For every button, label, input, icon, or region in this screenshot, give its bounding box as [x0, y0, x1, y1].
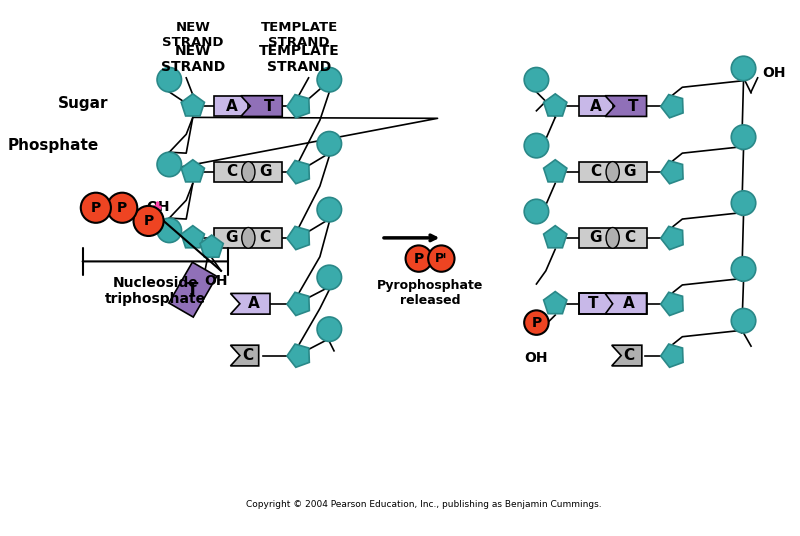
Text: P: P: [117, 201, 127, 215]
Text: A: A: [622, 296, 634, 311]
Text: P: P: [90, 201, 101, 215]
FancyBboxPatch shape: [214, 162, 282, 182]
Circle shape: [406, 245, 432, 272]
Text: Copyright © 2004 Pearson Education, Inc., publishing as Benjamin Cummings.: Copyright © 2004 Pearson Education, Inc.…: [246, 500, 602, 509]
Text: P: P: [143, 214, 154, 228]
Text: A: A: [248, 296, 260, 311]
Text: OH: OH: [525, 351, 548, 365]
Circle shape: [731, 125, 756, 150]
Polygon shape: [605, 96, 646, 116]
Polygon shape: [230, 293, 270, 314]
Text: Pyrophosphate
released: Pyrophosphate released: [377, 279, 483, 307]
Circle shape: [157, 152, 182, 177]
Polygon shape: [661, 292, 683, 316]
Text: A: A: [226, 99, 238, 114]
Polygon shape: [544, 160, 567, 182]
Polygon shape: [287, 160, 310, 184]
Circle shape: [317, 131, 342, 156]
Text: G: G: [623, 165, 636, 180]
Text: Pᴵ: Pᴵ: [435, 252, 447, 265]
Polygon shape: [661, 160, 683, 184]
Text: NEW
STRAND: NEW STRAND: [162, 21, 223, 49]
Polygon shape: [181, 160, 205, 182]
Polygon shape: [661, 344, 683, 367]
Text: OH: OH: [146, 200, 170, 214]
Text: P: P: [414, 251, 424, 265]
Text: Sugar: Sugar: [58, 96, 108, 111]
Text: Nucleoside
triphosphate: Nucleoside triphosphate: [105, 276, 206, 306]
Text: C: C: [590, 165, 602, 180]
Polygon shape: [230, 345, 258, 366]
Text: C: C: [260, 230, 271, 245]
Polygon shape: [544, 226, 567, 248]
Polygon shape: [200, 235, 223, 257]
Circle shape: [317, 68, 342, 92]
FancyBboxPatch shape: [578, 227, 646, 248]
Circle shape: [317, 317, 342, 341]
Polygon shape: [578, 293, 613, 314]
Text: C: C: [623, 348, 634, 363]
FancyBboxPatch shape: [578, 162, 646, 182]
Circle shape: [731, 56, 756, 80]
Circle shape: [524, 133, 549, 158]
Text: C: C: [226, 165, 237, 180]
Polygon shape: [605, 293, 646, 314]
Circle shape: [524, 199, 549, 224]
Text: Phosphate: Phosphate: [7, 138, 98, 153]
Text: T: T: [588, 296, 598, 311]
Text: T: T: [628, 99, 638, 114]
Polygon shape: [287, 94, 310, 118]
Polygon shape: [287, 292, 310, 316]
FancyBboxPatch shape: [214, 227, 282, 248]
Text: P: P: [531, 316, 542, 330]
Polygon shape: [241, 96, 282, 116]
Circle shape: [134, 206, 164, 236]
Text: A: A: [590, 99, 602, 114]
Polygon shape: [287, 226, 310, 250]
FancyBboxPatch shape: [578, 96, 613, 116]
Circle shape: [524, 310, 549, 335]
Circle shape: [524, 68, 549, 92]
Text: TEMPLATE
STRAND: TEMPLATE STRAND: [259, 44, 339, 74]
Text: C: C: [242, 348, 253, 363]
Polygon shape: [661, 94, 683, 118]
Text: T: T: [264, 99, 274, 114]
Circle shape: [157, 68, 182, 92]
Ellipse shape: [606, 227, 619, 248]
Circle shape: [157, 218, 182, 243]
Circle shape: [428, 245, 454, 272]
Polygon shape: [612, 345, 642, 366]
FancyBboxPatch shape: [169, 262, 217, 317]
Text: G: G: [590, 230, 602, 245]
Circle shape: [731, 191, 756, 215]
Text: NEW
STRAND: NEW STRAND: [161, 44, 225, 74]
Circle shape: [107, 192, 138, 223]
Text: T: T: [187, 281, 198, 299]
Polygon shape: [181, 94, 205, 116]
Text: C: C: [624, 230, 635, 245]
Polygon shape: [544, 292, 567, 314]
Text: OH: OH: [762, 66, 786, 80]
Text: TEMPLATE
STRAND: TEMPLATE STRAND: [261, 21, 338, 49]
Text: OH: OH: [205, 274, 228, 288]
Circle shape: [731, 309, 756, 333]
Circle shape: [317, 265, 342, 289]
Polygon shape: [287, 344, 310, 367]
Polygon shape: [661, 226, 683, 250]
Circle shape: [317, 197, 342, 222]
Ellipse shape: [242, 162, 255, 182]
FancyBboxPatch shape: [214, 96, 248, 116]
Polygon shape: [181, 226, 205, 248]
Ellipse shape: [242, 227, 255, 248]
Circle shape: [81, 192, 111, 223]
Circle shape: [731, 257, 756, 281]
Polygon shape: [544, 94, 567, 116]
Text: G: G: [259, 165, 271, 180]
Text: G: G: [225, 230, 238, 245]
Ellipse shape: [606, 162, 619, 182]
